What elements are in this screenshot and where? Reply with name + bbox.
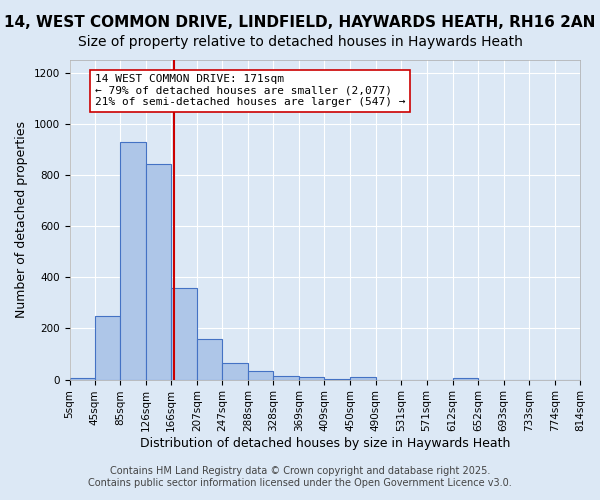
Bar	[197, 340, 222, 380]
Bar	[222, 364, 248, 380]
Text: Size of property relative to detached houses in Haywards Heath: Size of property relative to detached ho…	[77, 35, 523, 49]
Bar	[70, 378, 95, 380]
Bar	[171, 288, 197, 380]
Bar	[120, 142, 146, 380]
Text: 14 WEST COMMON DRIVE: 171sqm
← 79% of detached houses are smaller (2,077)
21% of: 14 WEST COMMON DRIVE: 171sqm ← 79% of de…	[95, 74, 405, 108]
Bar	[350, 377, 376, 380]
Bar	[299, 377, 325, 380]
Text: Contains HM Land Registry data © Crown copyright and database right 2025.
Contai: Contains HM Land Registry data © Crown c…	[88, 466, 512, 487]
X-axis label: Distribution of detached houses by size in Haywards Heath: Distribution of detached houses by size …	[140, 437, 510, 450]
Bar	[95, 316, 120, 380]
Bar	[274, 376, 299, 380]
Bar	[146, 164, 171, 380]
Y-axis label: Number of detached properties: Number of detached properties	[15, 122, 28, 318]
Bar	[452, 378, 478, 380]
Text: 14, WEST COMMON DRIVE, LINDFIELD, HAYWARDS HEATH, RH16 2AN: 14, WEST COMMON DRIVE, LINDFIELD, HAYWAR…	[4, 15, 596, 30]
Bar	[248, 370, 274, 380]
